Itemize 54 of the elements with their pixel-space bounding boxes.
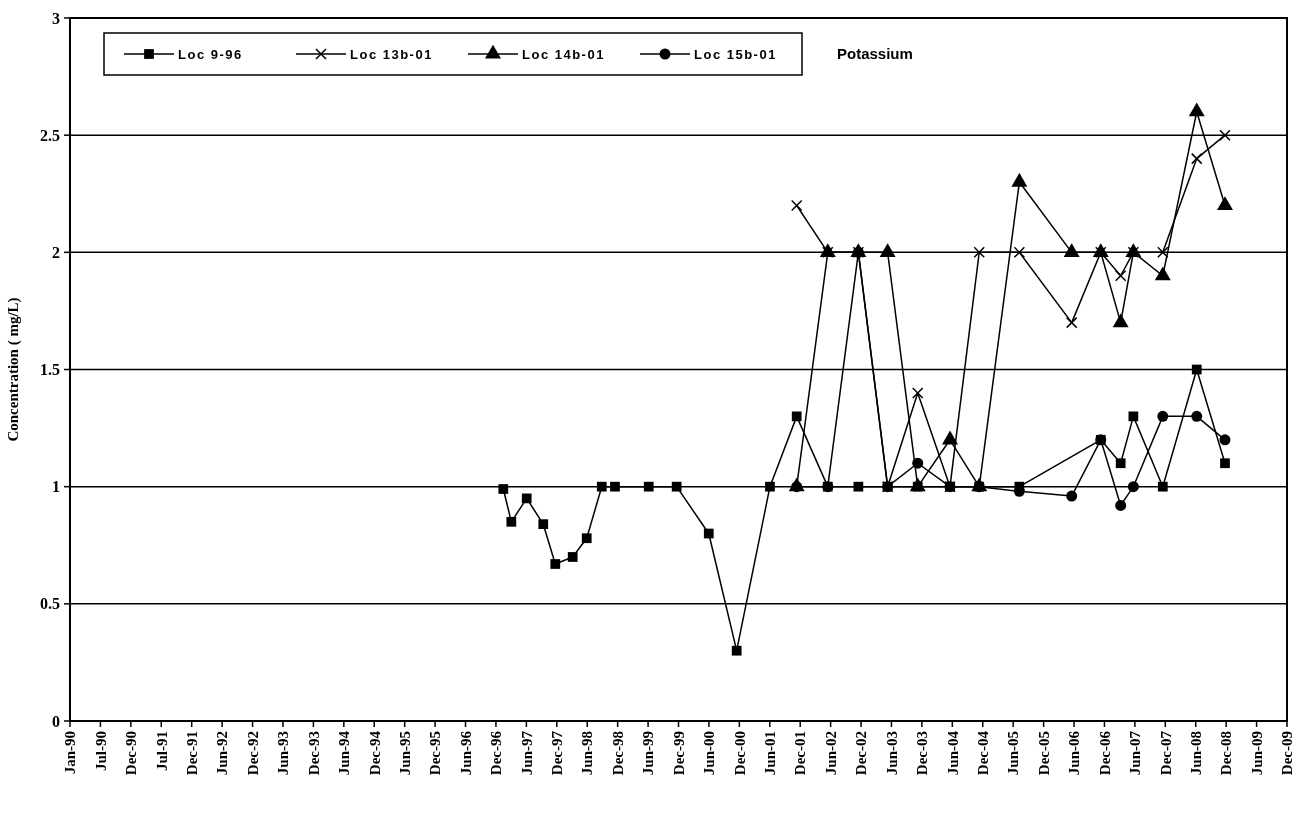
x-tick-label: Dec-97 xyxy=(549,730,566,776)
x-tick-label: Jun-01 xyxy=(762,731,779,776)
x-tick-label: Dec-07 xyxy=(1157,730,1174,776)
x-tick-label: Jun-94 xyxy=(336,730,353,776)
text: Potassium xyxy=(837,45,913,63)
x-tick-label: Dec-00 xyxy=(731,731,748,776)
legend-label: Loc 14b-01 xyxy=(522,46,605,62)
y-tick-label: 0.5 xyxy=(40,595,60,613)
x-tick-label: Dec-95 xyxy=(427,731,444,776)
legend-label: Loc 13b-01 xyxy=(350,46,433,62)
x-tick-label: Dec-91 xyxy=(183,731,200,776)
x-tick-label: Dec-09 xyxy=(1279,731,1296,776)
y-tick-label: 2 xyxy=(52,243,60,261)
x-tick-label: Jan-90 xyxy=(62,731,79,775)
x-tick-label: Dec-06 xyxy=(1096,730,1113,776)
x-tick-label: Jun-02 xyxy=(822,731,839,776)
x-tick-label: Dec-99 xyxy=(670,731,687,776)
x-tick-label: Jun-98 xyxy=(579,731,596,776)
x-tick-label: Jun-00 xyxy=(701,731,718,776)
x-tick-label: Jun-05 xyxy=(1005,731,1022,776)
x-tick-label: Dec-92 xyxy=(244,731,261,776)
x-tick-label: Jun-08 xyxy=(1187,731,1204,776)
x-tick-label: Jun-92 xyxy=(214,731,231,776)
x-tick-label: Jun-07 xyxy=(1127,730,1144,776)
x-tick-label: Dec-03 xyxy=(914,731,931,776)
x-tick-label: Jun-96 xyxy=(457,730,474,776)
y-tick-label: 1.5 xyxy=(40,361,60,379)
y-tick-label: 3 xyxy=(52,9,60,27)
x-tick-label: Dec-98 xyxy=(609,731,626,776)
y-axis-title: Concentration ( mg/L) xyxy=(5,297,22,442)
x-tick-label: Dec-96 xyxy=(488,730,505,776)
x-tick-label: Jun-06 xyxy=(1066,730,1083,776)
x-tick-label: Jun-04 xyxy=(944,730,961,776)
y-tick-label: 1 xyxy=(52,478,60,496)
legend-label: Loc 15b-01 xyxy=(694,46,777,62)
x-tick-label: Jun-09 xyxy=(1248,731,1265,776)
x-tick-label: Jun-93 xyxy=(275,731,292,776)
x-tick-label: Jul-91 xyxy=(153,731,170,772)
x-tick-label: Jun-03 xyxy=(883,731,900,776)
y-tick-label: 0 xyxy=(52,712,60,730)
x-tick-label: Dec-93 xyxy=(305,731,322,776)
x-tick-label: Jun-99 xyxy=(640,731,657,776)
x-tick-label: Jun-97 xyxy=(518,730,535,776)
x-tick-label: Dec-90 xyxy=(123,731,140,776)
legend-label: Loc 9-96 xyxy=(178,46,243,62)
x-tick-label: Dec-02 xyxy=(853,731,870,776)
x-tick-label: Dec-94 xyxy=(366,730,383,776)
x-tick-label: Dec-04 xyxy=(975,730,991,776)
y-tick-label: 2.5 xyxy=(40,126,60,144)
x-tick-label: Dec-01 xyxy=(792,731,809,776)
x-tick-label: Dec-05 xyxy=(1035,731,1052,776)
x-tick-label: Jun-95 xyxy=(396,731,413,776)
x-tick-label: Jul-90 xyxy=(92,731,109,772)
x-tick-label: Dec-08 xyxy=(1218,731,1235,776)
